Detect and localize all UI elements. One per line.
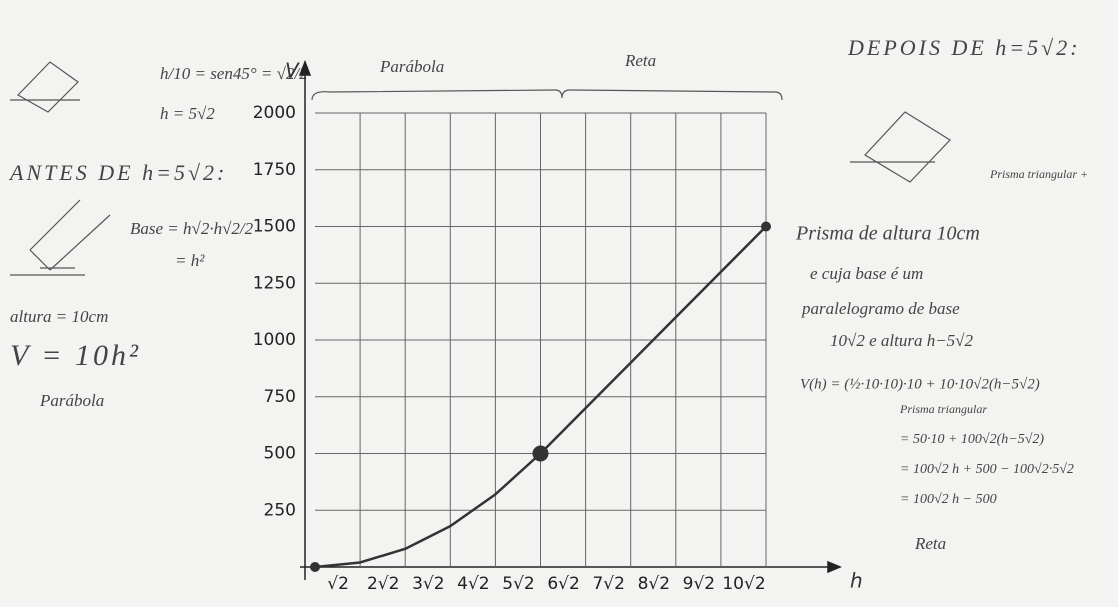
note: h = 5√2 — [160, 104, 215, 123]
note: paralelogramo de base — [801, 299, 960, 318]
x-tick-label: 8√2 — [638, 574, 670, 594]
x-tick-label: 2√2 — [367, 574, 399, 594]
region-brackets — [312, 90, 782, 100]
point — [761, 222, 771, 232]
point — [310, 562, 320, 572]
note: = 100√2 h − 500 — [900, 492, 997, 507]
note: Base = h√2·h√2/2 — [130, 219, 254, 238]
x-tick-label: 6√2 — [547, 574, 579, 594]
note: Prisma triangular — [899, 402, 987, 416]
y-tick-label: 750 — [264, 387, 296, 407]
note: V(h) = (½·10·10)·10 + 10·10√2(h−5√2) — [800, 376, 1040, 392]
y-tick-label: 1000 — [253, 330, 296, 350]
note: = h² — [175, 251, 205, 270]
note: Prisma triangular + — [989, 167, 1088, 181]
y-tick-label: 1250 — [253, 273, 296, 293]
region-label: Parábola — [379, 57, 444, 76]
y-tick-label: 250 — [264, 500, 296, 520]
x-axis-label: h — [850, 569, 863, 593]
note: = 100√2 h + 500 − 100√2·5√2 — [900, 462, 1074, 477]
x-tick-label: 9√2 — [683, 574, 715, 594]
y-tick-label: 1750 — [253, 160, 296, 180]
y-tick-label: 500 — [264, 444, 296, 464]
point — [533, 446, 549, 462]
note: Reta — [914, 534, 946, 553]
x-tick-label: 5√2 — [502, 574, 534, 594]
page: h/10 = sen45° = √2/2 h = 5√2 ANTES DE h=… — [0, 0, 1118, 607]
y-tick-label: 1500 — [253, 217, 296, 237]
note: DEPOIS DE h=5√2: — [847, 35, 1081, 60]
note: V = 10h² — [10, 339, 141, 372]
note: Prisma de altura 10cm — [795, 223, 980, 245]
note: = 50·10 + 100√2(h−5√2) — [900, 432, 1044, 447]
x-tick-label: 4√2 — [457, 574, 489, 594]
x-tick-label: 7√2 — [592, 574, 624, 594]
region-label: Reta — [624, 51, 656, 70]
x-tick-label: √2 — [327, 574, 349, 594]
note: 10√2 e altura h−5√2 — [830, 331, 973, 350]
x-tick-label: 10√2 — [722, 574, 765, 594]
y-tick-label: 2000 — [253, 103, 296, 123]
y-axis-label: V — [285, 59, 300, 83]
notes-right: DEPOIS DE h=5√2: Prisma triangular + Pri… — [795, 35, 1088, 553]
note: ANTES DE h=5√2: — [8, 160, 227, 185]
note: Parábola — [39, 391, 104, 410]
note: e cuja base é um — [810, 264, 923, 283]
note: altura = 10cm — [10, 307, 108, 326]
x-tick-label: 3√2 — [412, 574, 444, 594]
axes — [300, 62, 840, 580]
